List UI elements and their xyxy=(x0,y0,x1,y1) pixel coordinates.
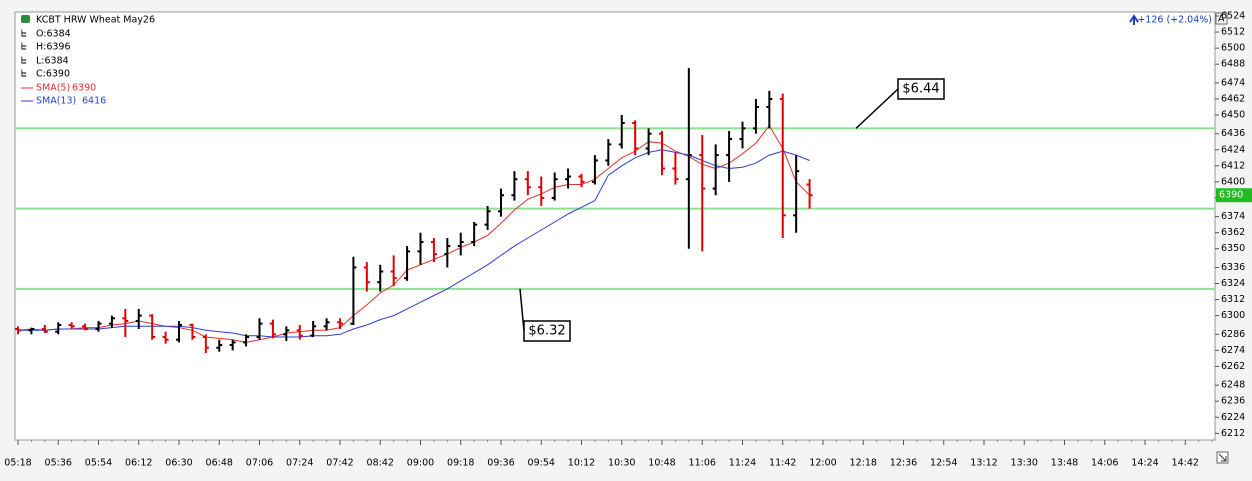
x-tick-label: 13:48 xyxy=(1051,458,1078,469)
x-tick-label: 14:06 xyxy=(1091,458,1118,469)
legend-name: SMA(5) xyxy=(36,83,70,94)
y-tick-label: 6400 xyxy=(1221,176,1245,187)
icon: ᖶ xyxy=(21,69,27,80)
x-tick-label: 11:42 xyxy=(769,458,796,469)
icon: ᖶ xyxy=(21,29,27,40)
last-price-label: 6390 xyxy=(1219,190,1243,201)
auto-scale-button[interactable] xyxy=(1215,12,1228,25)
legend-value: 6416 xyxy=(82,96,106,107)
plot-area xyxy=(14,11,1216,441)
x-tick-label: 12:36 xyxy=(890,458,917,469)
corner-icon xyxy=(1218,453,1227,462)
x-tick-label: 05:36 xyxy=(45,458,72,469)
x-tick-label: 12:00 xyxy=(809,458,836,469)
symbol-icon xyxy=(21,15,30,23)
y-tick-label: 6374 xyxy=(1221,211,1245,222)
x-tick-label: 08:42 xyxy=(367,458,394,469)
x-tick-label: 13:12 xyxy=(970,458,997,469)
annotation-label: $6.32 xyxy=(528,324,565,339)
y-tick-label: 6424 xyxy=(1221,144,1245,155)
x-tick-label: 12:18 xyxy=(850,458,877,469)
x-tick-label: 11:06 xyxy=(689,458,716,469)
y-tick-label: 6512 xyxy=(1221,27,1245,38)
legend-value: 6390 xyxy=(72,83,96,94)
y-tick-label: 6324 xyxy=(1221,278,1245,289)
up-arrow xyxy=(1129,14,1139,25)
annotation-box xyxy=(523,320,571,342)
y-tick-label: 6500 xyxy=(1221,43,1245,54)
x-tick-label: 07:42 xyxy=(326,458,353,469)
legend-name: SMA(13) xyxy=(36,96,76,107)
y-tick-label: 6336 xyxy=(1221,262,1245,273)
y-tick-label: 6212 xyxy=(1221,428,1245,439)
x-tick-label: 09:36 xyxy=(487,458,514,469)
x-tick-label: 10:12 xyxy=(568,458,595,469)
x-tick-label: 10:30 xyxy=(608,458,635,469)
x-tick-label: 09:18 xyxy=(447,458,474,469)
sma-line xyxy=(18,149,810,338)
x-tick-label: 09:54 xyxy=(528,458,555,469)
y-tick-label: 6474 xyxy=(1221,77,1245,88)
x-tick-label: 14:24 xyxy=(1131,458,1158,469)
x-tick-label: 13:30 xyxy=(1011,458,1038,469)
header-high: H:6396 xyxy=(36,42,71,53)
y-tick-label: 6450 xyxy=(1221,109,1245,120)
icon: ᖶ xyxy=(21,42,27,53)
y-tick-label: 6362 xyxy=(1221,227,1245,238)
y-tick-label: 6350 xyxy=(1221,243,1245,254)
y-tick-label: 6312 xyxy=(1221,294,1245,305)
x-tick-label: 05:54 xyxy=(85,458,112,469)
header-low: L:6384 xyxy=(36,56,69,67)
x-tick-label: 10:48 xyxy=(648,458,675,469)
x-tick-label: 06:30 xyxy=(165,458,192,469)
annotation-leader xyxy=(855,88,899,129)
x-tick-label: 06:12 xyxy=(125,458,152,469)
x-tick-label: 05:18 xyxy=(4,458,31,469)
y-tick-label: 6524 xyxy=(1221,11,1245,22)
x-tick-label: 12:54 xyxy=(930,458,957,469)
chart-title: KCBT HRW Wheat May26 xyxy=(36,15,155,26)
header-close: C:6390 xyxy=(36,69,70,80)
last-price-tag xyxy=(1216,188,1252,203)
sma-line xyxy=(17,124,810,343)
y-tick-label: 6300 xyxy=(1221,310,1245,321)
x-tick-label: 14:42 xyxy=(1172,458,1199,469)
icon: ᖶ xyxy=(21,56,27,67)
x-tick-label: 09:00 xyxy=(407,458,434,469)
auto-scale-icon: A xyxy=(1218,14,1225,25)
y-tick-label: 6224 xyxy=(1221,412,1245,423)
x-tick-label: 11:24 xyxy=(729,458,756,469)
y-tick-label: 6286 xyxy=(1221,329,1245,340)
header-open: O:6384 xyxy=(36,29,71,40)
y-tick-label: 6436 xyxy=(1221,128,1245,139)
y-tick-label: 6236 xyxy=(1221,396,1245,407)
y-tick-label: 6488 xyxy=(1221,59,1245,70)
x-tick-label: 07:24 xyxy=(286,458,313,469)
y-tick-label: 6274 xyxy=(1221,345,1245,356)
y-tick-label: 6462 xyxy=(1221,93,1245,104)
x-tick-label: 06:48 xyxy=(206,458,233,469)
y-tick-label: 6262 xyxy=(1221,361,1245,372)
change-label: +126 (+2.04%) xyxy=(1137,15,1212,26)
y-tick-label: 6248 xyxy=(1221,380,1245,391)
annotation-label: $6.44 xyxy=(902,82,939,97)
header-icons: ᖶ ᖶ ᖶ ᖶ xyxy=(21,29,27,80)
annotation-box xyxy=(897,78,945,100)
y-tick-label: 6412 xyxy=(1221,160,1245,171)
x-tick-label: 07:06 xyxy=(246,458,273,469)
